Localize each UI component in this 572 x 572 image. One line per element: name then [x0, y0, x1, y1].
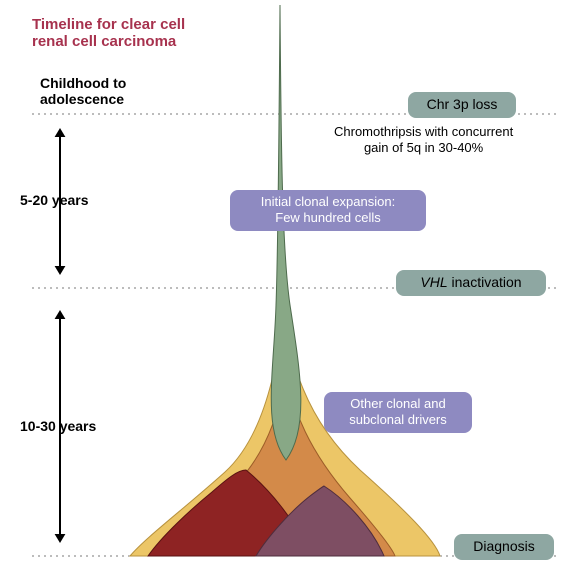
time-label-1: 5-20 years	[20, 192, 89, 208]
time-label-2: 10-30 years	[20, 418, 96, 434]
arrow-head-top-1	[55, 310, 66, 319]
arrow-head-bot-0	[55, 266, 66, 275]
figure-title: Timeline for clear cellrenal cell carcin…	[32, 16, 185, 50]
arrow-head-top-0	[55, 128, 66, 137]
badge-initial-clonal: Initial clonal expansion:Few hundred cel…	[230, 190, 426, 231]
shape-green_spike	[271, 5, 301, 460]
chromothripsis-note: Chromothripsis with concurrentgain of 5q…	[334, 124, 513, 157]
badge-other-drivers: Other clonal andsubclonal drivers	[324, 392, 472, 433]
badge-chr3p: Chr 3p loss	[408, 92, 516, 118]
badge-vhl: VHL inactivation	[396, 270, 546, 296]
arrow-head-bot-1	[55, 534, 66, 543]
badge-diagnosis: Diagnosis	[454, 534, 554, 560]
time-label-0: Childhood toadolescence	[40, 75, 126, 107]
